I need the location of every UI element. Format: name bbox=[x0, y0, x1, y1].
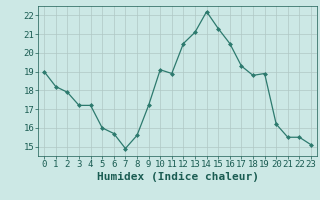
X-axis label: Humidex (Indice chaleur): Humidex (Indice chaleur) bbox=[97, 172, 259, 182]
